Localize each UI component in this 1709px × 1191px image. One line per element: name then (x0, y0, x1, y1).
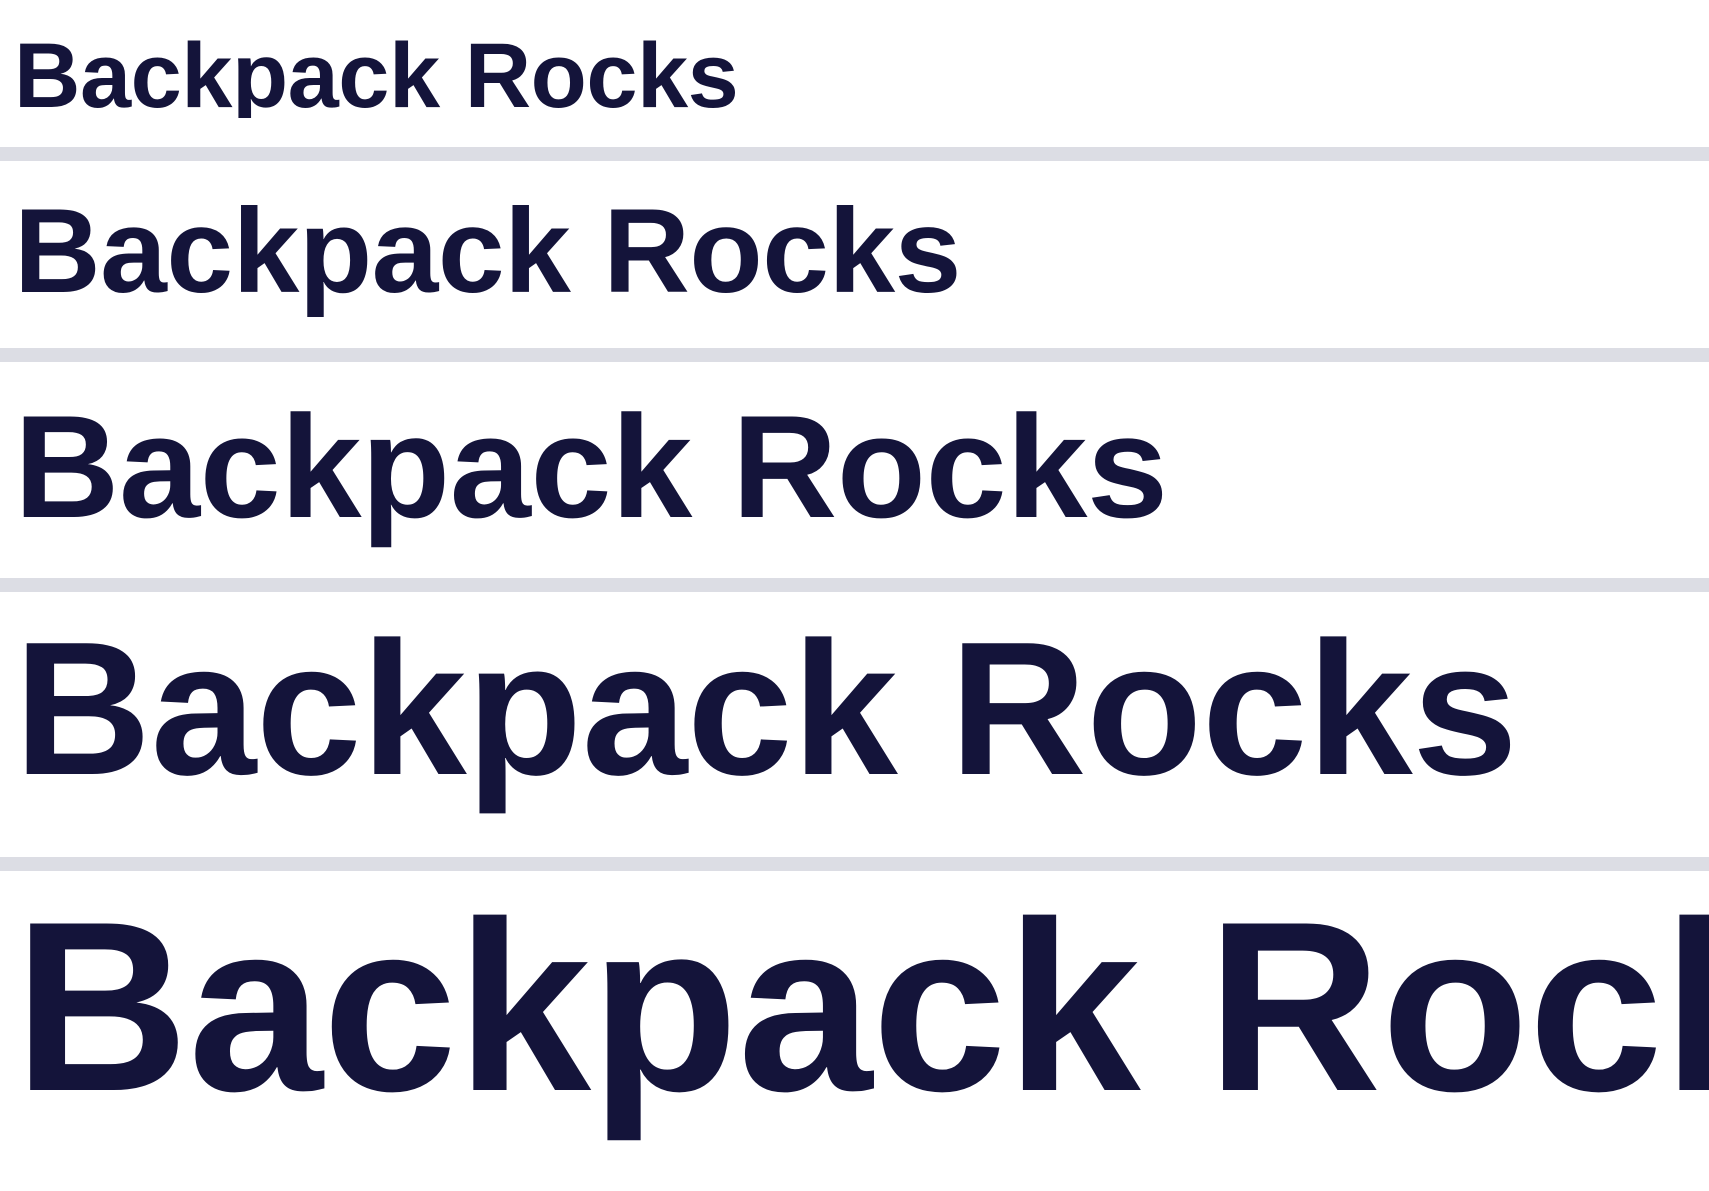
divider-4 (0, 857, 1709, 871)
divider-1 (0, 147, 1709, 161)
sample-text-5: Backpack Rocks (14, 880, 1709, 1142)
type-sample-1: Backpack Rocks (0, 18, 1709, 118)
type-sample-4: Backpack Rocks (0, 608, 1709, 828)
sample-text-3: Backpack Rocks (14, 385, 1168, 548)
sample-text-4: Backpack Rocks (14, 608, 1518, 815)
type-sample-3: Backpack Rocks (0, 380, 1709, 550)
sample-text-1: Backpack Rocks (14, 25, 739, 118)
divider-2 (0, 348, 1709, 362)
type-sample-2: Backpack Rocks (0, 175, 1709, 325)
sample-text-2: Backpack Rocks (14, 184, 961, 318)
divider-3 (0, 578, 1709, 592)
type-sample-5: Backpack Rocks (0, 880, 1709, 1150)
